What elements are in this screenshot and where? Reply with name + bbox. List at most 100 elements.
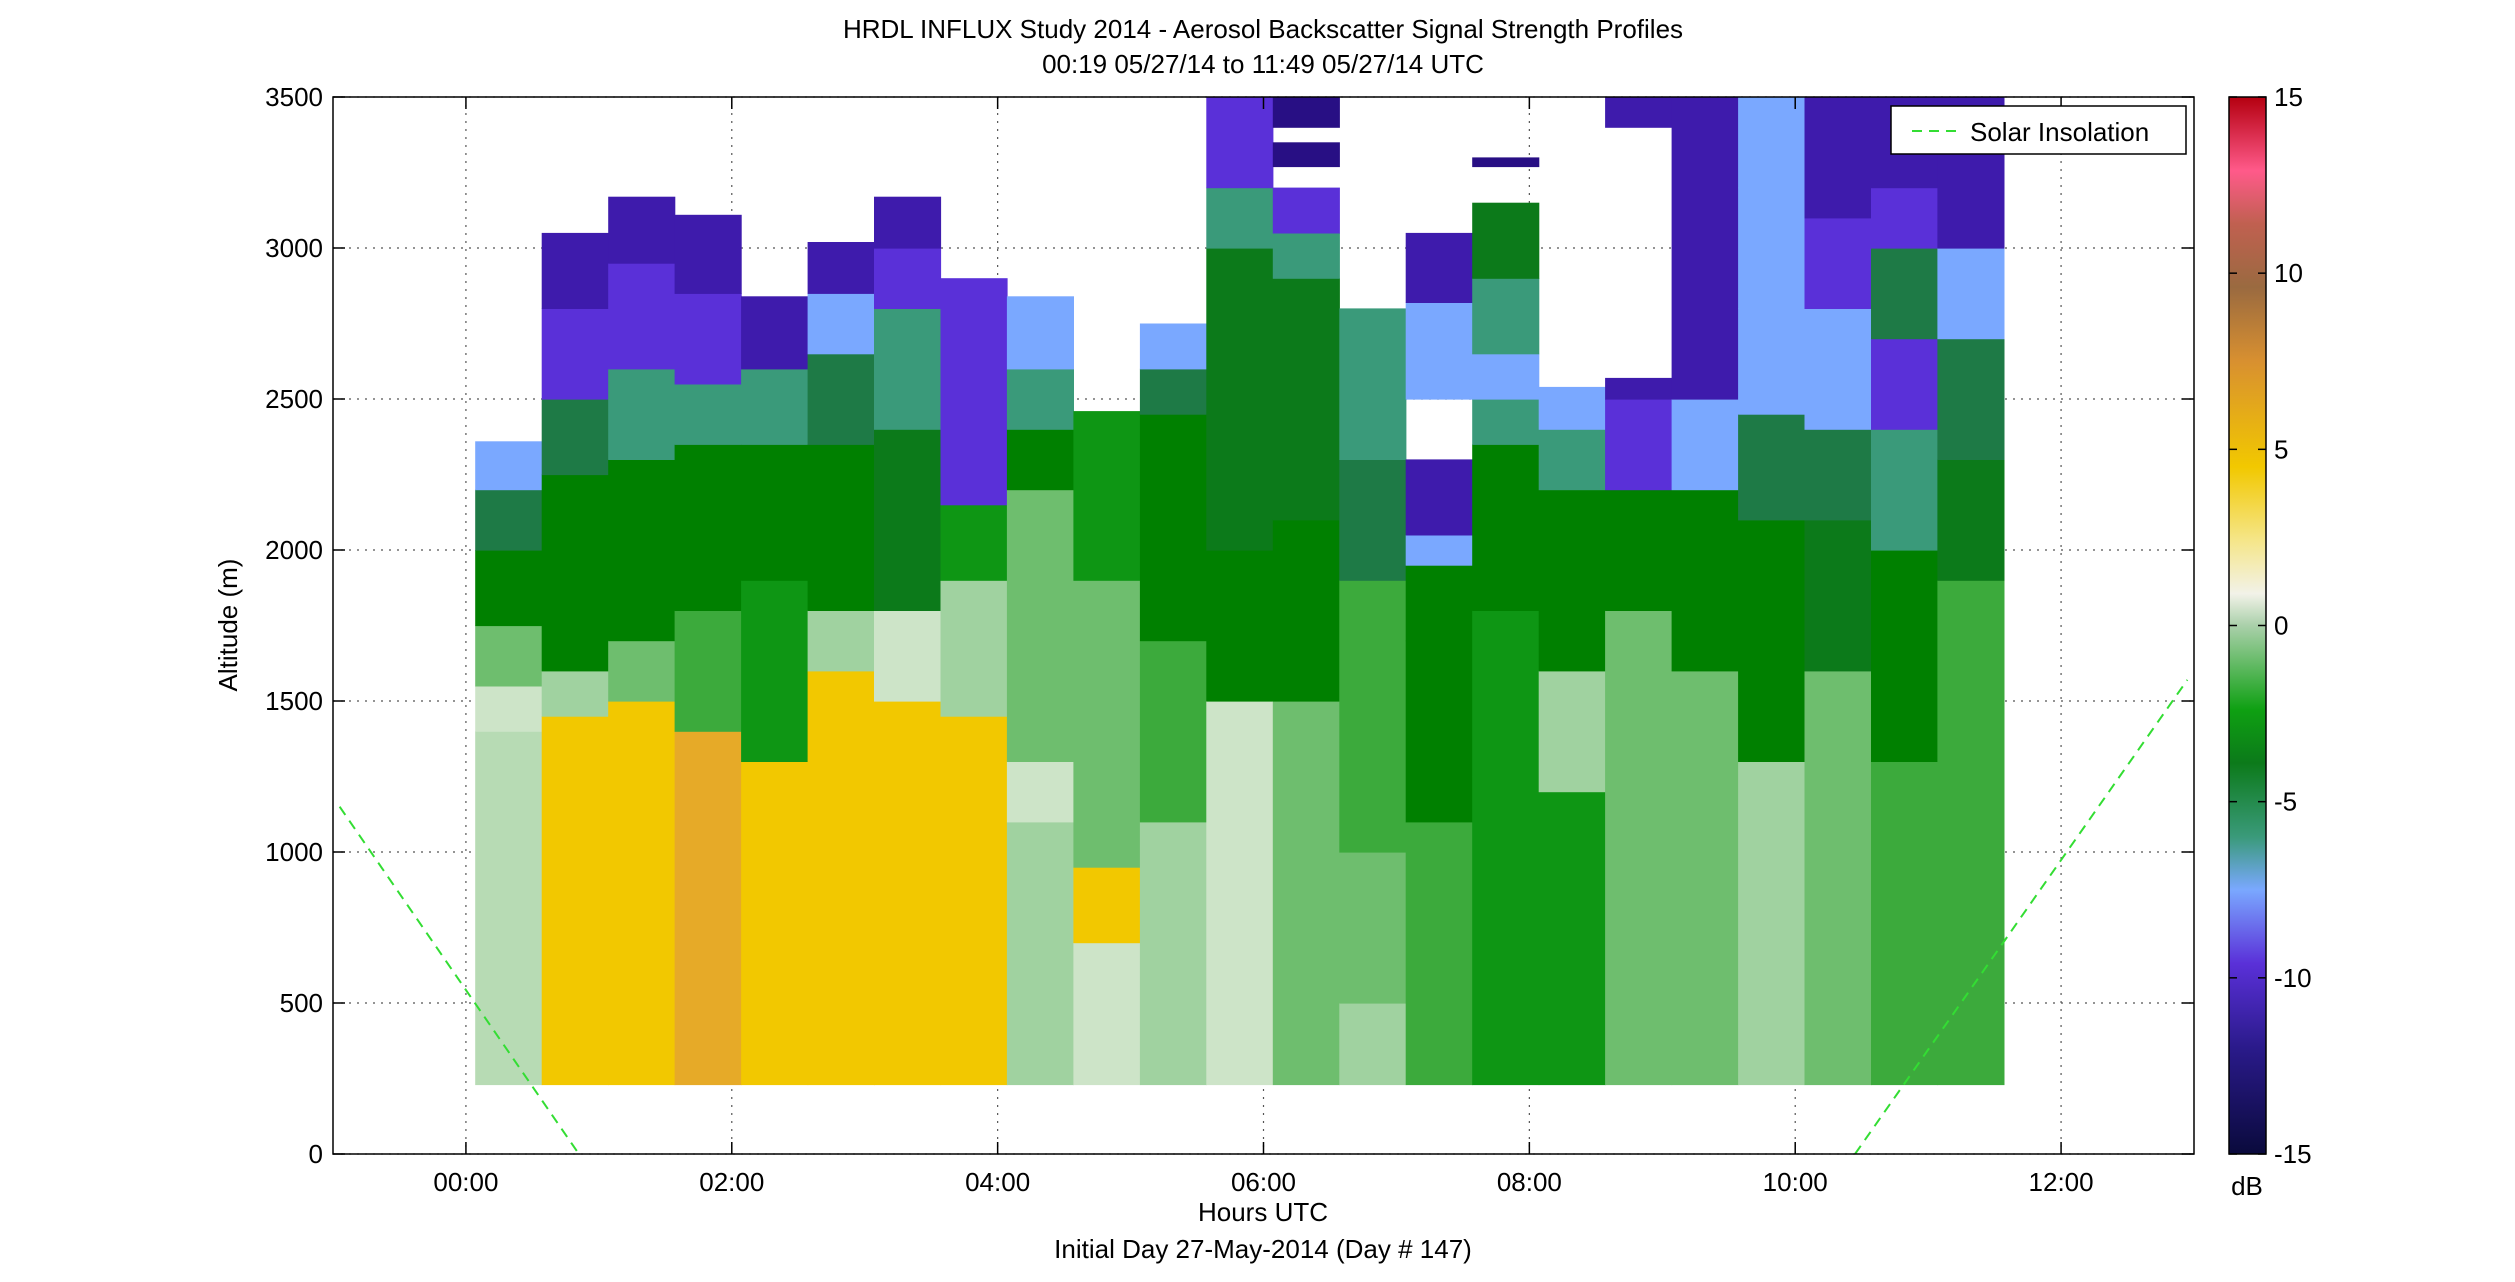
profile-cell: [1937, 459, 2005, 581]
profile-cell: [1871, 187, 1939, 249]
profile-cell: [1139, 640, 1207, 823]
profile-cell: [1006, 296, 1074, 370]
profile-cell: [608, 196, 676, 264]
profile-cell: [1006, 761, 1074, 823]
y-tick-label: 2500: [265, 384, 323, 414]
profile-cell: [1472, 157, 1540, 168]
profile-cell: [1339, 1003, 1407, 1086]
profile-cell: [475, 441, 543, 491]
x-tick-label: 10:00: [1763, 1167, 1828, 1197]
profile-cell: [874, 701, 942, 1086]
profile-cell: [1671, 399, 1739, 491]
profile-cell: [1605, 399, 1673, 491]
profile-cell: [1871, 550, 1939, 762]
profile-cell: [1871, 429, 1939, 551]
profile-cell: [1671, 97, 1739, 400]
x-tick-label: 06:00: [1231, 1167, 1296, 1197]
profile-cell: [1937, 248, 2005, 340]
profile-cell: [1405, 821, 1473, 1086]
profile-cell: [1073, 942, 1141, 1086]
colorbar-tick-label: 10: [2274, 258, 2303, 288]
profile-cell: [1605, 489, 1673, 611]
profile-column: [475, 441, 543, 1086]
profile-column: [1472, 157, 1540, 1086]
profile-cell: [1538, 791, 1606, 1086]
profile-cell: [1272, 701, 1340, 1086]
profile-cell: [1738, 414, 1806, 521]
colorbar-ticks: -15 -10 -5 0 5 10 15: [2229, 82, 2312, 1169]
profile-cell: [1405, 640, 1473, 823]
profile-cell: [674, 731, 742, 1086]
profile-column: [1006, 296, 1074, 1086]
profile-cell: [1139, 323, 1207, 370]
profile-cell: [1206, 550, 1274, 702]
profile-cell: [608, 701, 676, 1086]
profile-cell: [940, 580, 1008, 717]
solar-insolation-line: [338, 806, 580, 1154]
profile-cell: [1206, 701, 1274, 1086]
colorbar-tick-label: -15: [2274, 1139, 2312, 1169]
profile-cell: [1472, 776, 1540, 1086]
profile-cell: [475, 731, 543, 1086]
profile-cell: [940, 504, 1008, 581]
chart-subtitle: 00:19 05/27/14 to 11:49 05/27/14 UTC: [1042, 49, 1484, 79]
profile-cell: [874, 308, 942, 430]
profile-column: [541, 232, 609, 1086]
colorbar-tick-label: 0: [2274, 611, 2288, 641]
profile-cell: [807, 670, 875, 1086]
profile-column: [1339, 308, 1407, 1086]
colorbar: -15 -10 -5 0 5 10 15 dB: [2228, 82, 2312, 1201]
profile-cell: [1339, 459, 1407, 581]
y-tick-label: 500: [280, 988, 323, 1018]
profile-cell: [1671, 489, 1739, 672]
profile-column: [807, 242, 875, 1086]
profile-column: [1073, 411, 1141, 1086]
profile-cell: [1272, 232, 1340, 279]
profile-cell: [1339, 308, 1407, 460]
y-tick-label: 1000: [265, 837, 323, 867]
profile-column: [1605, 97, 1673, 1086]
profile-cell: [1139, 414, 1207, 642]
profile-cell: [1405, 232, 1473, 303]
profile-cell: [608, 263, 676, 370]
profile-cell: [674, 610, 742, 732]
profile-cell: [674, 214, 742, 294]
profile-column: [1937, 97, 2005, 1086]
profile-cell: [1937, 791, 2005, 1086]
profile-cell: [1339, 852, 1407, 1004]
profile-cell: [1405, 534, 1473, 566]
x-tick-label: 02:00: [699, 1167, 764, 1197]
colorbar-tick-label: -10: [2274, 963, 2312, 993]
profile-cell: [1073, 580, 1141, 868]
colorbar-tick-label: 5: [2274, 434, 2288, 464]
profile-cell: [1339, 580, 1407, 853]
profile-cell: [541, 399, 609, 476]
profile-cell: [1671, 670, 1739, 1086]
profile-cell: [1472, 278, 1540, 355]
y-tick-label: 1500: [265, 686, 323, 716]
profile-column: [1538, 386, 1606, 1086]
profile-column: [608, 196, 676, 1086]
x-tick-label: 08:00: [1497, 1167, 1562, 1197]
profile-cell: [807, 242, 875, 294]
profile-column: [1272, 97, 1340, 1086]
profile-cell: [1804, 519, 1872, 672]
y-tick-label: 3500: [265, 82, 323, 112]
y-axis-ticks: 0 500 1000 1500 2000 2500 3000 3500: [265, 82, 2194, 1169]
profile-cell: [475, 489, 543, 551]
x-axis-label: Hours UTC: [1198, 1197, 1328, 1227]
profile-cell: [741, 761, 809, 1086]
profile-cell: [1738, 308, 1806, 415]
profile-cell: [1538, 386, 1606, 430]
profile-cell: [1937, 338, 2005, 460]
profile-cell: [541, 716, 609, 1086]
profile-cell: [1006, 368, 1074, 430]
solar-insolation-line: [1854, 679, 2189, 1154]
profile-cell: [874, 429, 942, 611]
y-axis-label: Altitude (m): [213, 559, 243, 692]
profile-cell: [1538, 489, 1606, 672]
profile-column: [1738, 97, 1806, 1086]
profile-cell: [541, 474, 609, 672]
x-axis-ticks: 00:00 02:00 04:00 06:00 08:00 10:00 12:00: [433, 97, 2094, 1197]
